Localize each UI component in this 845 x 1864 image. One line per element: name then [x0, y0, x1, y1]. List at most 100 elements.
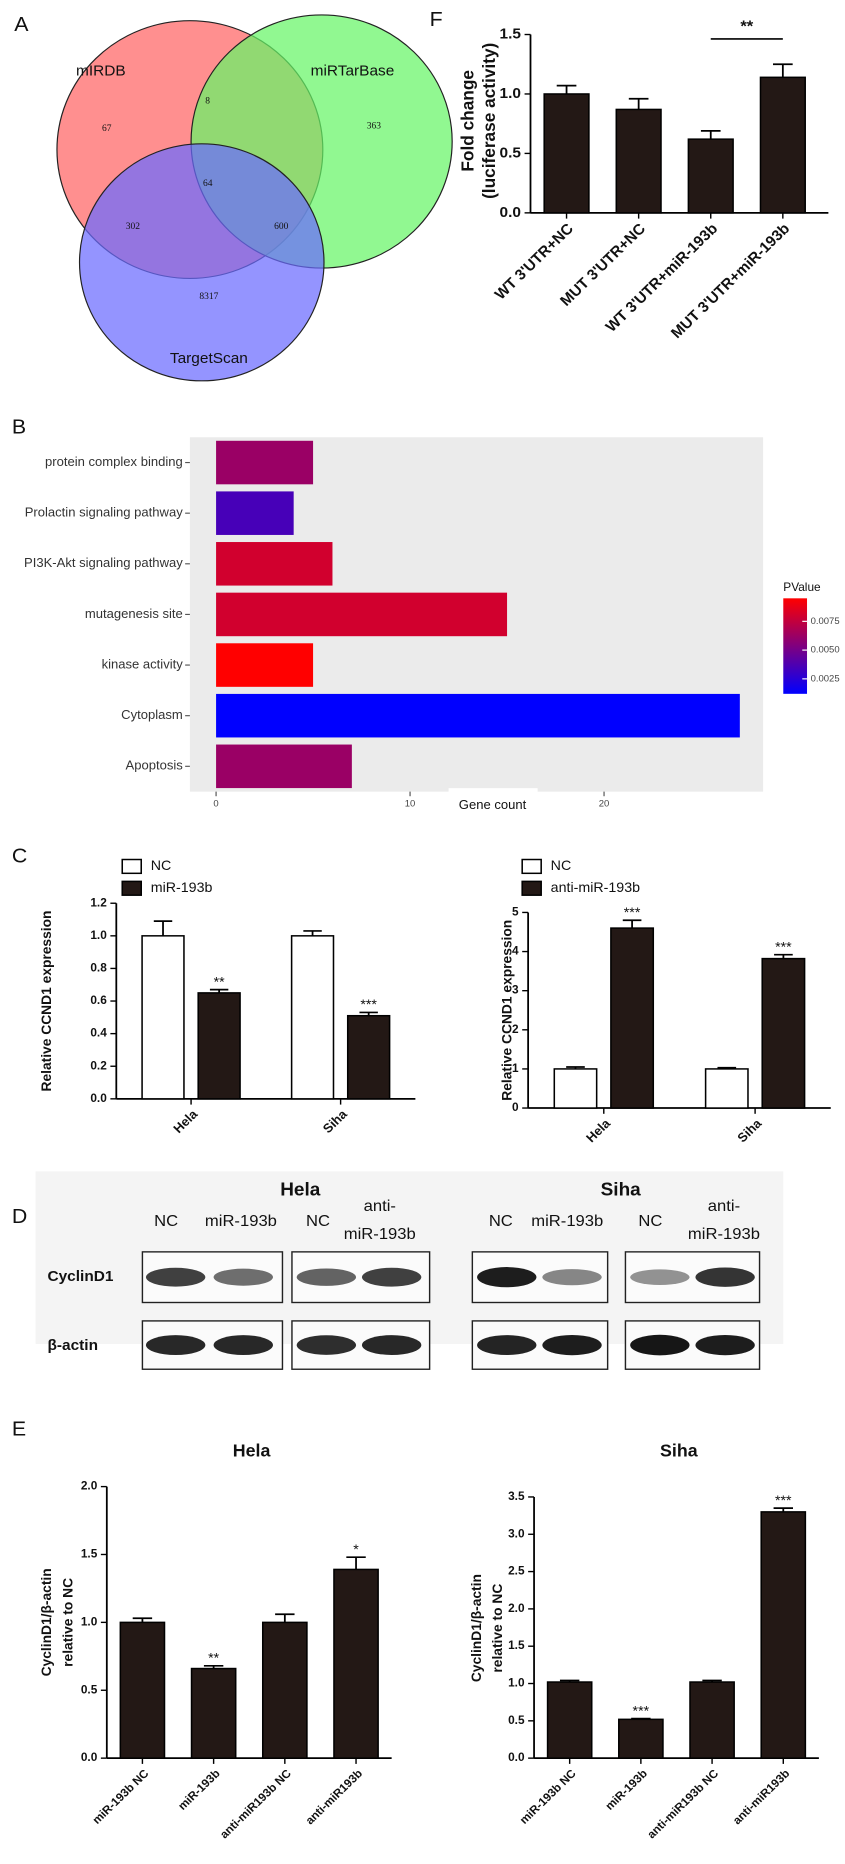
blot-band: [296, 1335, 357, 1355]
venn-count: 67: [102, 124, 112, 134]
venn-set-label: TargetScan: [170, 350, 248, 367]
colorbar-tick-label: 0.0075: [811, 616, 840, 626]
y-axis-label: Relative CCND1 expression: [499, 920, 515, 1101]
blot-band: [477, 1267, 537, 1288]
bar: [760, 1511, 807, 1759]
lane-label: NC: [638, 1212, 662, 1230]
bar: [216, 744, 352, 789]
y-tick-label: 0: [512, 1101, 519, 1114]
y-tick-label: 1.5: [500, 26, 522, 43]
bar: [543, 93, 590, 214]
bar: [141, 935, 185, 1100]
bar: [190, 1667, 237, 1759]
lane-label: miR-193b: [205, 1212, 277, 1230]
y-tick-label: 2.5: [508, 1565, 525, 1578]
venn-set-label: miRTarBase: [311, 62, 395, 79]
y-axis-label: relative to NC: [59, 1578, 75, 1667]
blot-band: [213, 1268, 273, 1286]
y-tick-label: 2: [512, 1023, 519, 1036]
bar: [346, 1014, 391, 1100]
x-tick-label: 0: [213, 799, 218, 809]
lane-label: NC: [306, 1212, 330, 1230]
legend-swatch: [521, 858, 542, 875]
significance-mark: ***: [624, 904, 641, 920]
colorbar-tick-label: 0.0025: [811, 673, 840, 683]
y-axis-label: CyclinD1/β-actin: [38, 1568, 54, 1676]
y-tick-label: 1.5: [81, 1548, 98, 1561]
bar: [615, 108, 662, 214]
significance-mark: ***: [775, 1492, 792, 1508]
y-tick-label: 0.2: [90, 1059, 107, 1072]
venn-set-label: mIRDB: [76, 62, 126, 79]
x-tick-label: Hela: [583, 1115, 614, 1145]
panel-label: A: [14, 13, 28, 36]
bar: [261, 1621, 308, 1759]
blot-band: [542, 1269, 602, 1286]
lane-label: miR-193b: [531, 1212, 603, 1230]
bar: [553, 1068, 598, 1109]
bar: [216, 592, 508, 637]
panel-label: C: [12, 845, 27, 868]
legend-label: miR-193b: [151, 879, 213, 895]
bar: [290, 935, 335, 1100]
y-axis-label: Fold change: [457, 70, 477, 172]
y-tick-label: kinase activity: [102, 657, 184, 672]
y-tick-label: 1.0: [500, 85, 521, 102]
bar: [759, 76, 806, 214]
y-axis-label: Relative CCND1 expression: [38, 911, 54, 1092]
blot-band: [630, 1269, 690, 1286]
y-tick-label: 0.5: [508, 1714, 525, 1727]
lane-label: NC: [154, 1212, 178, 1230]
lane-label: anti-: [708, 1197, 740, 1215]
y-tick-label: Prolactin signaling pathway: [25, 505, 184, 520]
row-label: CyclinD1: [47, 1268, 114, 1285]
y-tick-label: 0.5: [500, 145, 522, 162]
colorbar-title: PValue: [783, 581, 820, 594]
x-tick-label: Siha: [320, 1106, 351, 1136]
blot-band: [695, 1334, 755, 1356]
legend-label: NC: [151, 857, 172, 873]
venn-count: 64: [203, 179, 213, 189]
y-tick-label: 0.0: [81, 1751, 98, 1764]
x-tick-label: Siha: [734, 1115, 765, 1145]
legend-label: anti-miR-193b: [551, 879, 641, 895]
x-tick-label: miR-193b: [603, 1767, 650, 1813]
x-tick-label: miR-193b NC: [517, 1767, 579, 1827]
x-tick-label: anti-miR193b: [303, 1767, 365, 1827]
y-tick-label: 0.0: [500, 204, 521, 221]
y-tick-label: 1.2: [90, 896, 107, 909]
bar: [610, 927, 655, 1109]
bar: [761, 957, 806, 1109]
x-label-background: [448, 788, 538, 812]
x-axis-label: Gene count: [459, 797, 527, 812]
significance-mark: ***: [633, 1703, 650, 1719]
bar: [689, 1681, 735, 1759]
y-tick-label: Apoptosis: [125, 758, 182, 773]
blot-band: [145, 1335, 206, 1355]
venn-count: 8: [205, 96, 210, 106]
bar: [618, 1718, 664, 1759]
panel-label: E: [12, 1418, 26, 1441]
y-tick-label: 0.4: [90, 1027, 107, 1040]
bar: [216, 542, 333, 586]
y-tick-label: 4: [512, 945, 519, 958]
legend-label: NC: [551, 857, 572, 873]
y-tick-label: 1: [512, 1062, 519, 1075]
x-tick-label: 10: [405, 799, 416, 809]
venn-set: [78, 143, 325, 382]
y-tick-label: 2.0: [508, 1602, 525, 1615]
significance-label: **: [740, 18, 754, 36]
y-tick-label: 1.0: [90, 929, 107, 942]
significance-mark: *: [353, 1541, 359, 1557]
y-tick-label: 1.5: [508, 1639, 525, 1652]
x-tick-label: anti-miR193b NC: [218, 1767, 295, 1841]
venn-count: 8317: [199, 292, 218, 302]
y-axis-label: (luciferase activity): [479, 43, 499, 199]
y-tick-label: mutagenesis site: [85, 606, 183, 621]
bar: [687, 138, 734, 214]
blot-band: [145, 1267, 206, 1287]
x-tick-label: anti-miR193b: [730, 1767, 792, 1827]
significance-mark: ***: [775, 939, 792, 955]
